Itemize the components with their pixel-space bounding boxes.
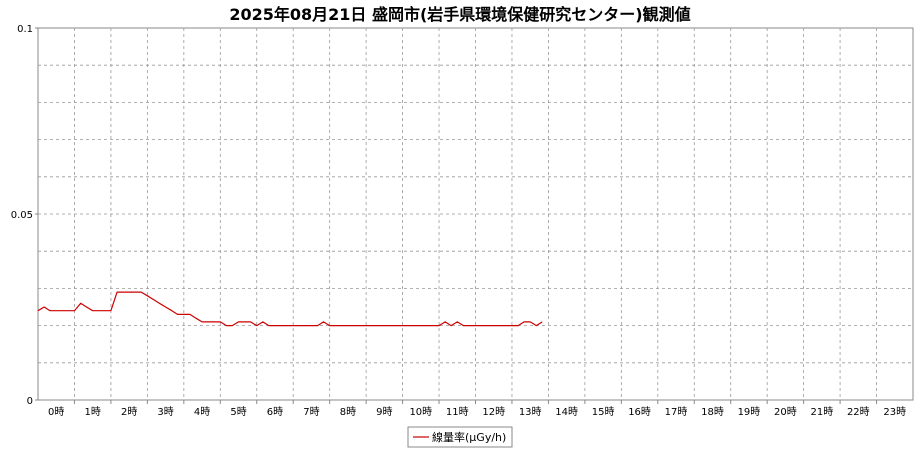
x-tick-label: 0時 (48, 406, 64, 418)
x-tick-label: 4時 (194, 406, 210, 418)
x-tick-label: 13時 (519, 406, 542, 418)
x-tick-label: 12時 (482, 406, 505, 418)
x-tick-label: 18時 (701, 406, 724, 418)
y-axis-ticks: 0 0.05 0.1 (11, 24, 38, 407)
series-group (37, 291, 543, 327)
x-tick-label: 6時 (267, 406, 283, 418)
legend: 線量率(μGy/h) (407, 426, 513, 448)
x-tick-label: 5時 (230, 406, 246, 418)
grid-lines (38, 28, 913, 400)
legend-box (407, 426, 513, 448)
x-tick-label: 1時 (85, 406, 101, 418)
x-tick-label: 22時 (847, 406, 870, 418)
x-tick-label: 3時 (157, 406, 173, 418)
x-tick-label: 21時 (810, 406, 833, 418)
x-tick-label: 16時 (628, 406, 651, 418)
chart-title: 2025年08月21日 盛岡市(岩手県環境保健研究センター)観測値 (229, 5, 690, 24)
x-tick-label: 2時 (121, 406, 137, 418)
y-tick-label: 0.1 (17, 24, 33, 35)
x-tick-label: 20時 (774, 406, 797, 418)
x-axis-ticks: 0時 1時 2時 3時 4時 5時 6時 7時 8時 9時 10時 11時 12時 13時 14時 15時 16… (48, 400, 906, 418)
x-tick-label: 10時 (409, 406, 432, 418)
y-tick-label: 0.05 (11, 210, 33, 221)
x-tick-label: 14時 (555, 406, 578, 418)
series-line (37, 291, 543, 327)
x-tick-label: 11時 (446, 406, 469, 418)
x-tick-label: 19時 (738, 406, 761, 418)
y-tick-label: 0 (27, 396, 33, 407)
x-tick-label: 15時 (592, 406, 615, 418)
x-tick-label: 8時 (340, 406, 356, 418)
x-tick-label: 9時 (376, 406, 392, 418)
legend-label: 線量率(μGy/h) (432, 430, 506, 444)
x-tick-label: 17時 (665, 406, 688, 418)
x-tick-label: 23時 (883, 406, 906, 418)
x-tick-label: 7時 (303, 406, 319, 418)
